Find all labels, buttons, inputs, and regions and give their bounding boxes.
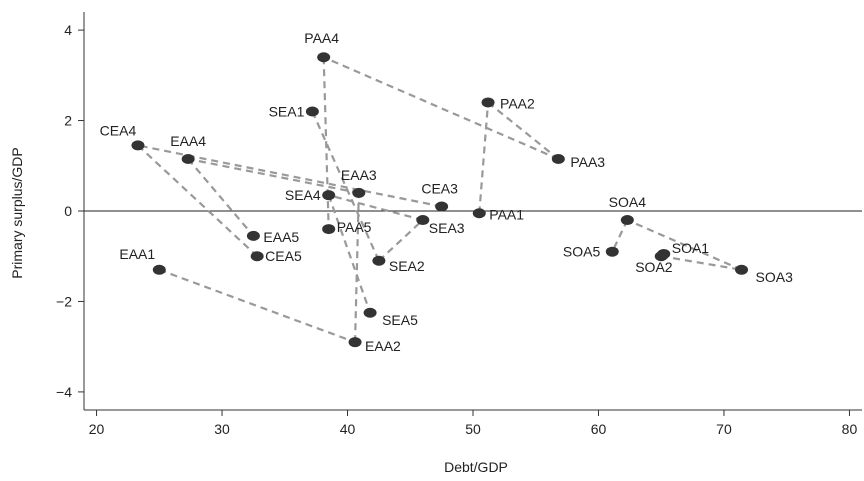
point-paa1 — [472, 208, 486, 219]
path-segment-eaa1-eaa2 — [158, 268, 356, 344]
point-sea2 — [372, 255, 386, 266]
point-label-eaa3: EAA3 — [341, 167, 377, 183]
path-segment-paa2-paa3 — [487, 101, 560, 160]
path-segment-soa4-soa5 — [611, 219, 629, 253]
path-segment-sea1-sea2 — [311, 111, 380, 262]
y-tick-label: 0 — [64, 203, 72, 219]
point-label-sea2: SEA2 — [389, 258, 425, 274]
point-label-paa5: PAA5 — [337, 219, 372, 235]
point-label-soa4: SOA4 — [609, 194, 647, 210]
point-label-cea4: CEA4 — [100, 122, 137, 138]
point-sea3 — [416, 215, 430, 226]
point-eaa2 — [348, 337, 362, 348]
point-label-cea5: CEA5 — [265, 248, 302, 264]
x-tick-label: 80 — [842, 421, 858, 437]
point-sea5 — [363, 307, 377, 318]
point-label-eaa1: EAA1 — [119, 246, 155, 262]
point-label-soa3: SOA3 — [756, 269, 794, 285]
point-label-paa2: PAA2 — [500, 95, 535, 111]
path-segment-sea2-sea3 — [378, 219, 424, 262]
x-tick-label: 20 — [89, 421, 105, 437]
point-eaa4 — [181, 153, 195, 164]
point-label-sea5: SEA5 — [382, 312, 418, 328]
point-soa3 — [735, 264, 749, 275]
path-segment-soa3-soa4 — [626, 219, 742, 271]
y-axis-title: Primary surplus/GDP — [9, 147, 25, 278]
path-segment-cea4-cea5 — [137, 144, 258, 258]
point-label-soa1: SOA1 — [672, 240, 710, 256]
path-segment-sea4-sea5 — [327, 194, 372, 314]
point-paa5 — [322, 224, 336, 235]
point-label-soa2: SOA2 — [635, 259, 673, 275]
point-label-eaa4: EAA4 — [170, 133, 206, 149]
point-paa4 — [317, 52, 331, 63]
point-paa3 — [551, 153, 565, 164]
path-segment-eaa3-eaa4 — [187, 157, 360, 194]
y-tick-label: −4 — [56, 384, 72, 400]
point-label-cea3: CEA3 — [421, 180, 458, 196]
point-eaa3 — [352, 187, 366, 198]
x-tick-label: 30 — [214, 421, 230, 437]
point-label-eaa2: EAA2 — [365, 338, 401, 354]
path-segment-sea3-sea4 — [328, 194, 424, 222]
y-tick-label: −2 — [56, 293, 72, 309]
point-sea1 — [305, 106, 319, 117]
point-label-soa5: SOA5 — [563, 244, 601, 260]
point-soa4 — [620, 215, 634, 226]
path-segment-eaa4-eaa5 — [187, 158, 255, 237]
x-tick-label: 70 — [716, 421, 732, 437]
point-label-eaa5: EAA5 — [263, 229, 299, 245]
y-tick-label: 2 — [64, 113, 72, 129]
path-segment-paa3-paa4 — [323, 56, 559, 160]
path-segment-paa4-paa5 — [322, 57, 330, 230]
point-soa2 — [654, 251, 668, 262]
point-soa5 — [605, 246, 619, 257]
path-segment-paa1-paa2 — [478, 102, 490, 214]
point-label-paa1: PAA1 — [489, 206, 524, 222]
point-label-paa4: PAA4 — [304, 30, 339, 46]
x-tick-label: 60 — [591, 421, 607, 437]
point-label-sea3: SEA3 — [429, 220, 465, 236]
x-tick-label: 50 — [465, 421, 481, 437]
point-label-paa3: PAA3 — [570, 154, 605, 170]
point-cea3 — [435, 201, 449, 212]
point-sea4 — [322, 190, 336, 201]
path-segment-eaa2-eaa3 — [353, 192, 360, 343]
x-axis-title: Debt/GDP — [444, 459, 508, 475]
point-label-sea1: SEA1 — [269, 104, 305, 120]
x-tick-label: 40 — [340, 421, 356, 437]
point-cea4 — [131, 140, 145, 151]
y-tick-label: 4 — [64, 22, 72, 38]
point-label-sea4: SEA4 — [285, 187, 321, 203]
path-segment-soa2-soa3 — [661, 255, 742, 271]
point-cea5 — [250, 251, 264, 262]
point-eaa1 — [152, 264, 166, 275]
point-eaa5 — [246, 230, 260, 241]
point-paa2 — [481, 97, 495, 108]
